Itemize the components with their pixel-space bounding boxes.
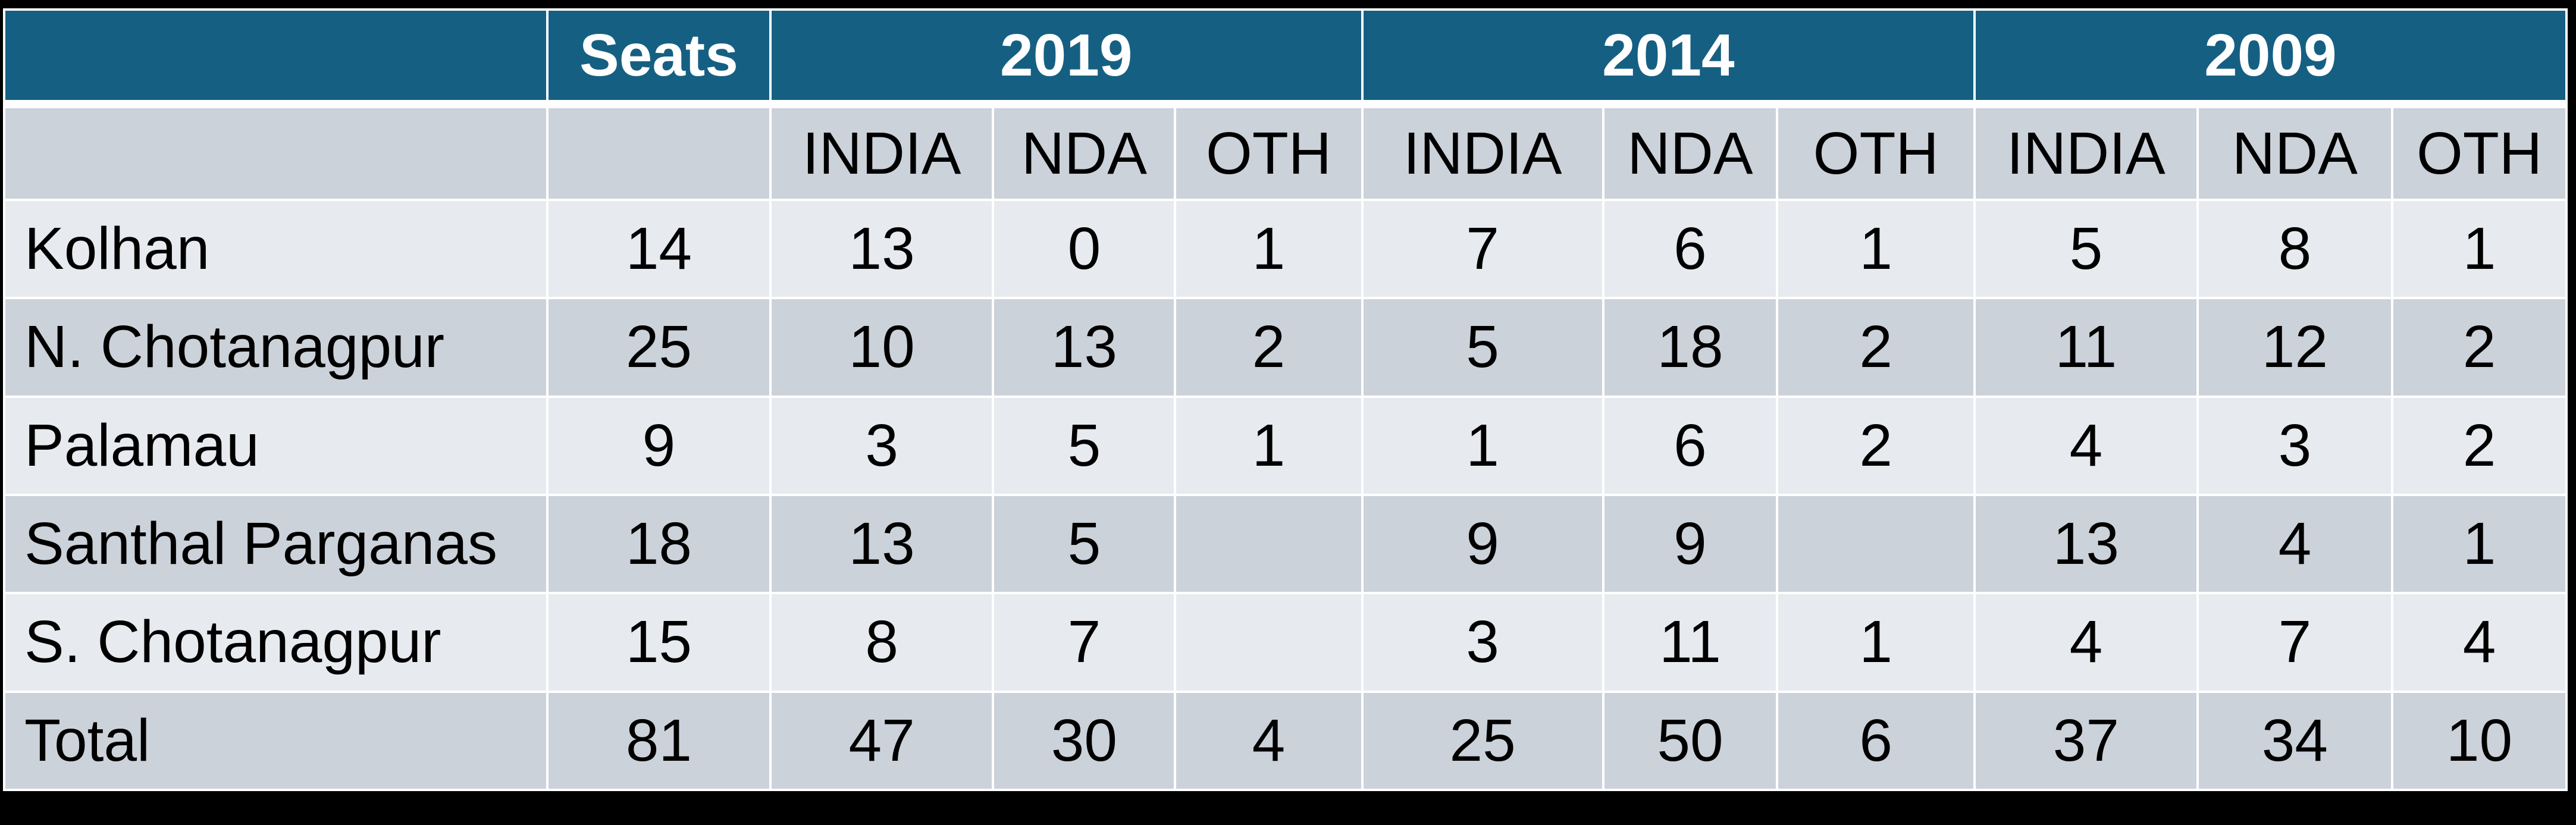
value-cell: 5 xyxy=(992,395,1177,496)
value-cell: 18 xyxy=(1602,297,1779,398)
value-cell: 1 xyxy=(1776,198,1976,300)
value-cell: 2 xyxy=(2391,297,2568,398)
subheader-seats-blank xyxy=(546,103,772,201)
value-cell: 7 xyxy=(992,592,1177,693)
region-cell: Palamau xyxy=(2,395,549,496)
seats-cell: 18 xyxy=(546,493,772,595)
region-cell: N. Chotanagpur xyxy=(2,297,549,398)
value-cell: 1 xyxy=(1776,592,1976,693)
value-cell: 9 xyxy=(1602,493,1779,595)
table-row-s-chotanagpur: S. Chotanagpur 15 8 7 3 11 1 4 7 4 xyxy=(2,592,2568,693)
seats-cell: 25 xyxy=(546,297,772,398)
value-cell: 13 xyxy=(769,198,995,300)
subheader-2019-india: INDIA xyxy=(769,103,995,201)
value-cell: 3 xyxy=(1361,592,1604,693)
table-row-total: Total 81 47 30 4 25 50 6 37 34 10 xyxy=(2,690,2568,792)
seats-cell: 14 xyxy=(546,198,772,300)
value-cell xyxy=(1174,592,1364,693)
value-cell: 1 xyxy=(1174,198,1364,300)
value-cell: 5 xyxy=(1361,297,1604,398)
year-header-2019: 2019 xyxy=(769,8,1364,108)
value-cell: 30 xyxy=(992,690,1177,792)
value-cell: 6 xyxy=(1602,198,1779,300)
subheader-2019-oth: OTH xyxy=(1174,103,1364,201)
value-cell: 4 xyxy=(2196,493,2394,595)
seats-cell: 81 xyxy=(546,690,772,792)
election-results-table: Seats 2019 2014 2009 INDIA NDA OTH INDIA… xyxy=(2,8,2568,792)
value-cell: 13 xyxy=(992,297,1177,398)
region-cell: Kolhan xyxy=(2,198,549,300)
seats-cell: 9 xyxy=(546,395,772,496)
value-cell: 8 xyxy=(769,592,995,693)
value-cell: 5 xyxy=(992,493,1177,595)
table-row-santhal-parganas: Santhal Parganas 18 13 5 9 9 13 4 1 xyxy=(2,493,2568,595)
year-header-2014: 2014 xyxy=(1361,8,1976,108)
value-cell: 3 xyxy=(2196,395,2394,496)
value-cell xyxy=(1776,493,1976,595)
subheader-2014-oth: OTH xyxy=(1776,103,1976,201)
region-cell-total: Total xyxy=(2,690,549,792)
value-cell: 1 xyxy=(1174,395,1364,496)
value-cell: 6 xyxy=(1602,395,1779,496)
region-cell: S. Chotanagpur xyxy=(2,592,549,693)
year-header-2009: 2009 xyxy=(1973,8,2568,108)
table-row-palamau: Palamau 9 3 5 1 1 6 2 4 3 2 xyxy=(2,395,2568,496)
value-cell: 1 xyxy=(2391,198,2568,300)
value-cell: 6 xyxy=(1776,690,1976,792)
value-cell: 5 xyxy=(1973,198,2199,300)
value-cell: 2 xyxy=(1174,297,1364,398)
table-row-kolhan: Kolhan 14 13 0 1 7 6 1 5 8 1 xyxy=(2,198,2568,300)
value-cell: 11 xyxy=(1973,297,2199,398)
value-cell: 10 xyxy=(2391,690,2568,792)
subheader-2014-nda: NDA xyxy=(1602,103,1779,201)
value-cell: 4 xyxy=(1973,592,2199,693)
value-cell: 7 xyxy=(1361,198,1604,300)
value-cell: 37 xyxy=(1973,690,2199,792)
header-row: Seats 2019 2014 2009 xyxy=(2,8,2568,108)
subheader-2009-india: INDIA xyxy=(1973,103,2199,201)
value-cell: 9 xyxy=(1361,493,1604,595)
value-cell: 47 xyxy=(769,690,995,792)
value-cell: 34 xyxy=(2196,690,2394,792)
subheader-2014-india: INDIA xyxy=(1361,103,1604,201)
value-cell: 3 xyxy=(769,395,995,496)
value-cell: 2 xyxy=(1776,395,1976,496)
seats-header: Seats xyxy=(546,8,772,108)
corner-cell xyxy=(2,8,549,108)
value-cell: 2 xyxy=(1776,297,1976,398)
value-cell: 12 xyxy=(2196,297,2394,398)
subheader-2009-oth: OTH xyxy=(2391,103,2568,201)
seats-cell: 15 xyxy=(546,592,772,693)
value-cell: 7 xyxy=(2196,592,2394,693)
value-cell: 1 xyxy=(2391,493,2568,595)
value-cell: 10 xyxy=(769,297,995,398)
value-cell xyxy=(1174,493,1364,595)
value-cell: 25 xyxy=(1361,690,1604,792)
value-cell: 2 xyxy=(2391,395,2568,496)
subheader-row: INDIA NDA OTH INDIA NDA OTH INDIA NDA OT… xyxy=(2,103,2568,201)
table-row-n-chotanagpur: N. Chotanagpur 25 10 13 2 5 18 2 11 12 2 xyxy=(2,297,2568,398)
value-cell: 50 xyxy=(1602,690,1779,792)
value-cell: 4 xyxy=(1174,690,1364,792)
value-cell: 4 xyxy=(1973,395,2199,496)
value-cell: 4 xyxy=(2391,592,2568,693)
value-cell: 13 xyxy=(769,493,995,595)
value-cell: 13 xyxy=(1973,493,2199,595)
subheader-2009-nda: NDA xyxy=(2196,103,2394,201)
region-cell: Santhal Parganas xyxy=(2,493,549,595)
value-cell: 11 xyxy=(1602,592,1779,693)
subheader-2019-nda: NDA xyxy=(992,103,1177,201)
value-cell: 1 xyxy=(1361,395,1604,496)
value-cell: 0 xyxy=(992,198,1177,300)
value-cell: 8 xyxy=(2196,198,2394,300)
subheader-region-blank xyxy=(2,103,549,201)
